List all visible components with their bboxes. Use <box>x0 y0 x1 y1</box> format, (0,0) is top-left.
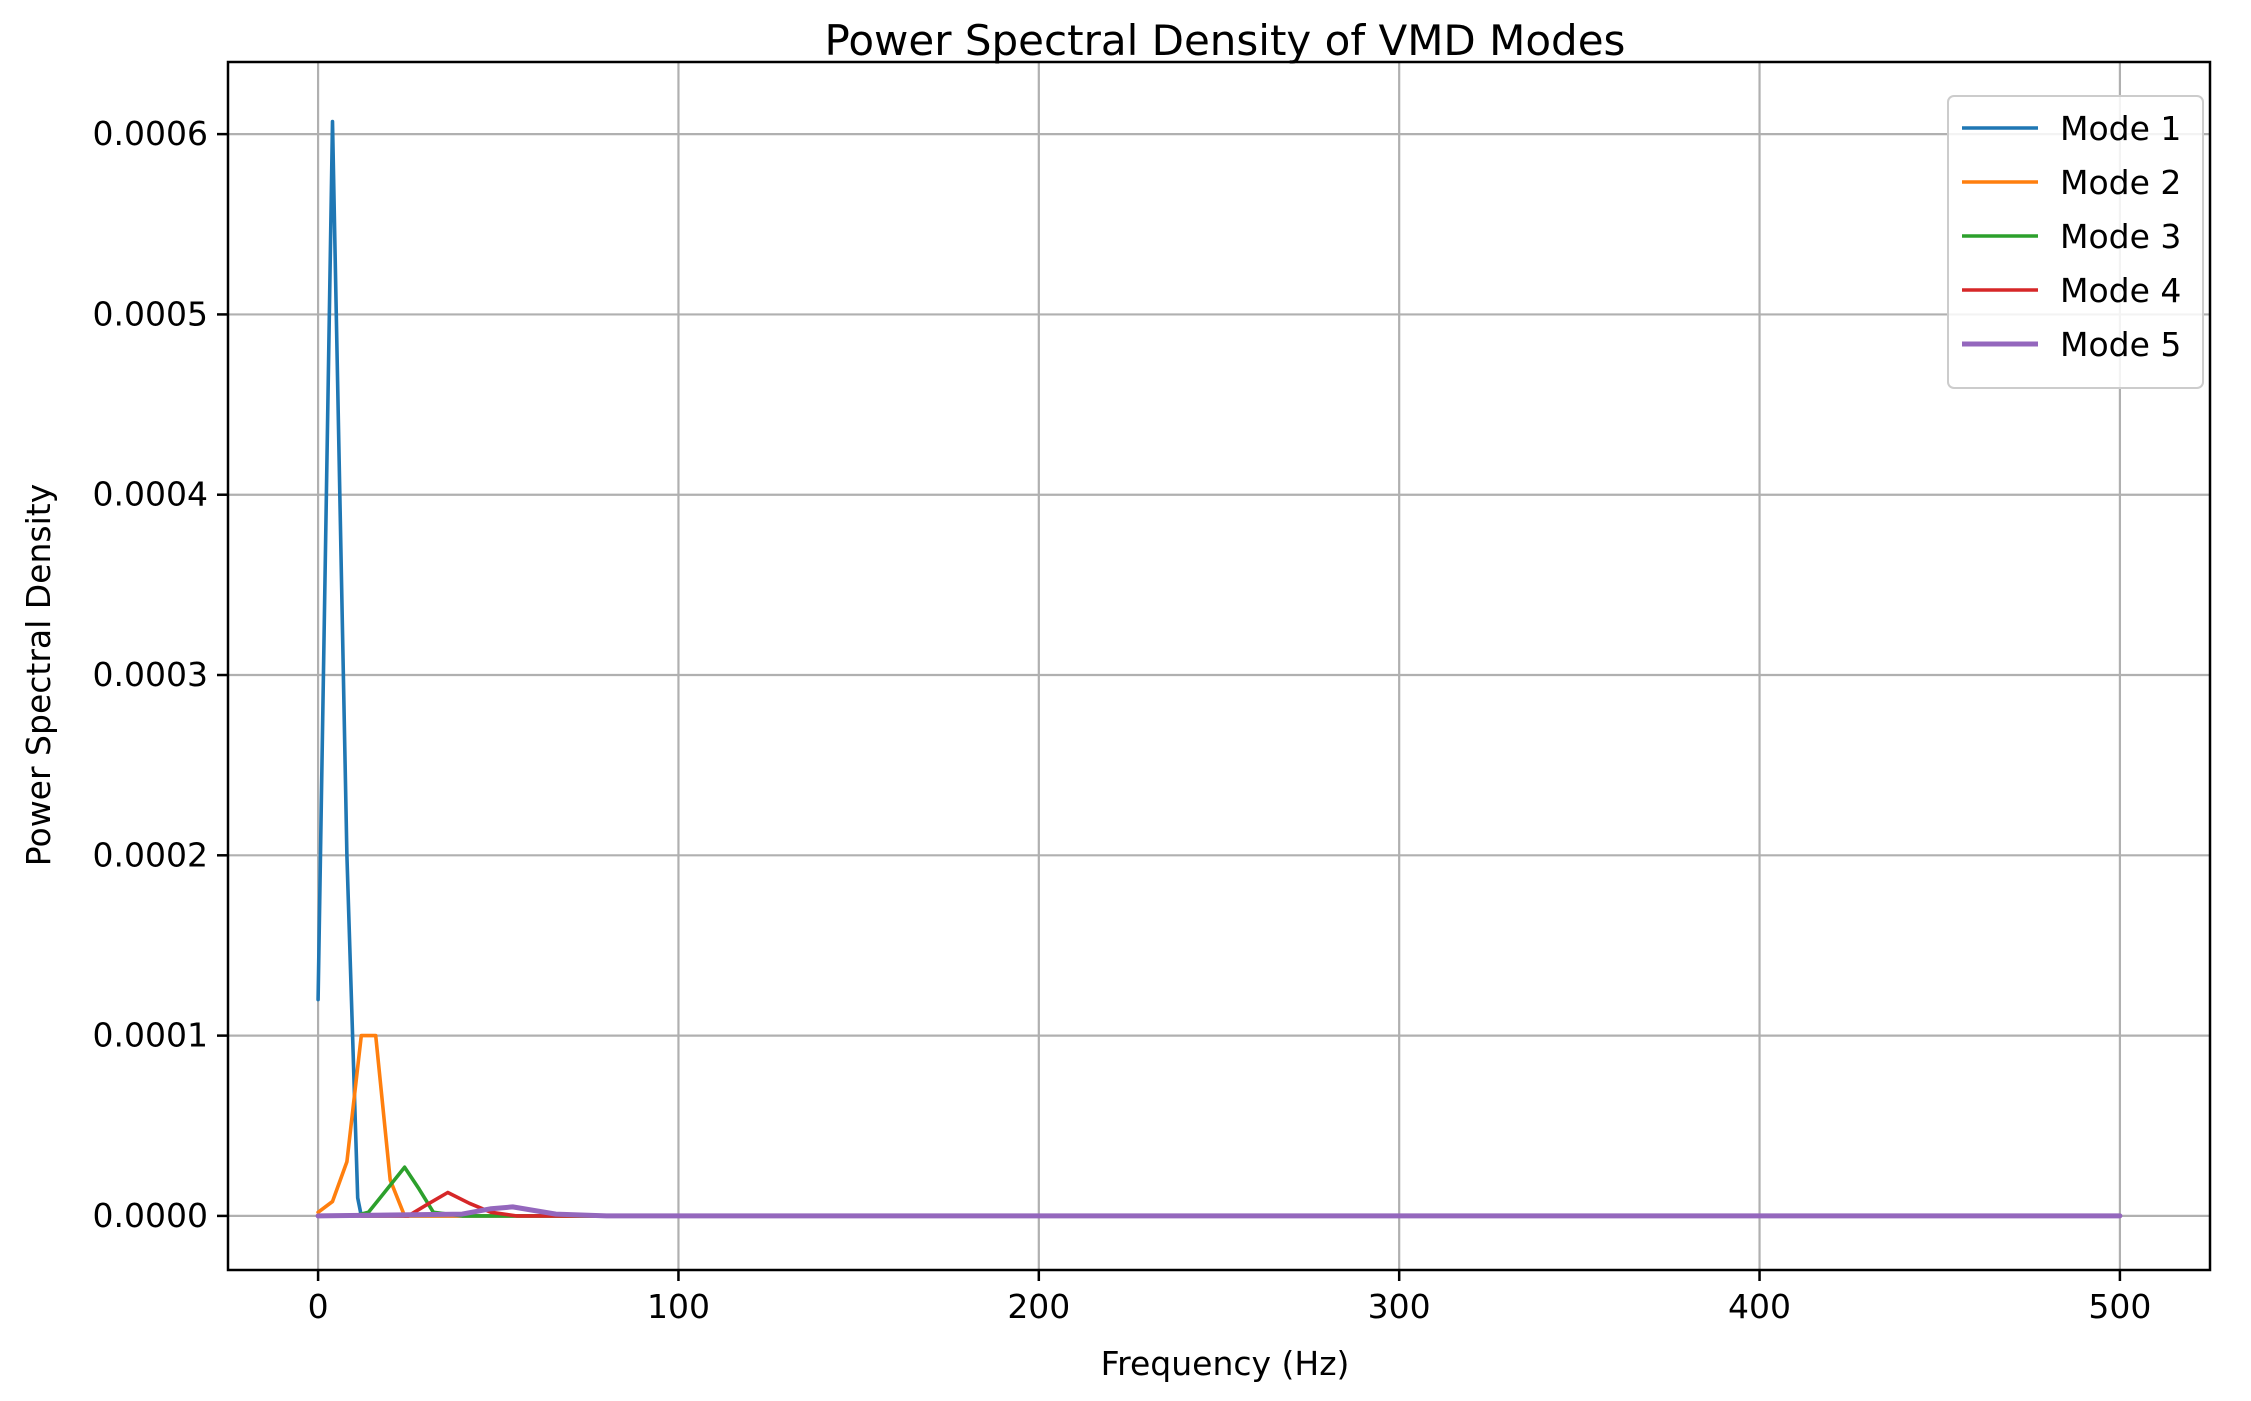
y-tick-label: 0.0001 <box>93 1016 208 1055</box>
x-tick-label: 400 <box>1728 1287 1791 1326</box>
y-tick-label: 0.0004 <box>93 475 208 514</box>
x-tick-label: 500 <box>2088 1287 2151 1326</box>
legend-label: Mode 4 <box>2060 271 2181 310</box>
y-tick-label: 0.0006 <box>93 114 208 153</box>
chart-title: Power Spectral Density of VMD Modes <box>825 16 1626 65</box>
y-axis-label: Power Spectral Density <box>19 484 58 866</box>
y-tick-label: 0.0002 <box>93 835 208 874</box>
legend-label: Mode 3 <box>2060 217 2181 256</box>
legend-label: Mode 1 <box>2060 109 2181 148</box>
legend-label: Mode 5 <box>2060 325 2181 364</box>
y-tick-label: 0.0005 <box>93 294 208 333</box>
x-axis-ticks: 0 100 200 300 400 500 <box>308 1270 2151 1326</box>
axes-frame <box>226 60 2212 1272</box>
series-line-mode-5 <box>315 1204 2123 1219</box>
legend-box <box>1947 95 2204 389</box>
y-tick-label: 0.0003 <box>93 655 208 694</box>
x-tick-label: 100 <box>647 1287 710 1326</box>
x-tick-label: 300 <box>1368 1287 1431 1326</box>
series-lines <box>315 119 2123 1219</box>
x-axis-label: Frequency (Hz) <box>1101 1344 1350 1383</box>
x-tick-label: 200 <box>1007 1287 1070 1326</box>
y-axis-ticks: 0.0000 0.0001 0.0002 0.0003 0.0004 0.0005 0.00… <box>93 114 228 1235</box>
x-tick-label: 0 <box>308 1287 329 1326</box>
legend-label: Mode 2 <box>2060 163 2181 202</box>
y-tick-label: 0.0000 <box>93 1196 208 1235</box>
legend: Mode 1 Mode 2 Mode 3 Mode 4 Mode 5 <box>1947 95 2204 389</box>
